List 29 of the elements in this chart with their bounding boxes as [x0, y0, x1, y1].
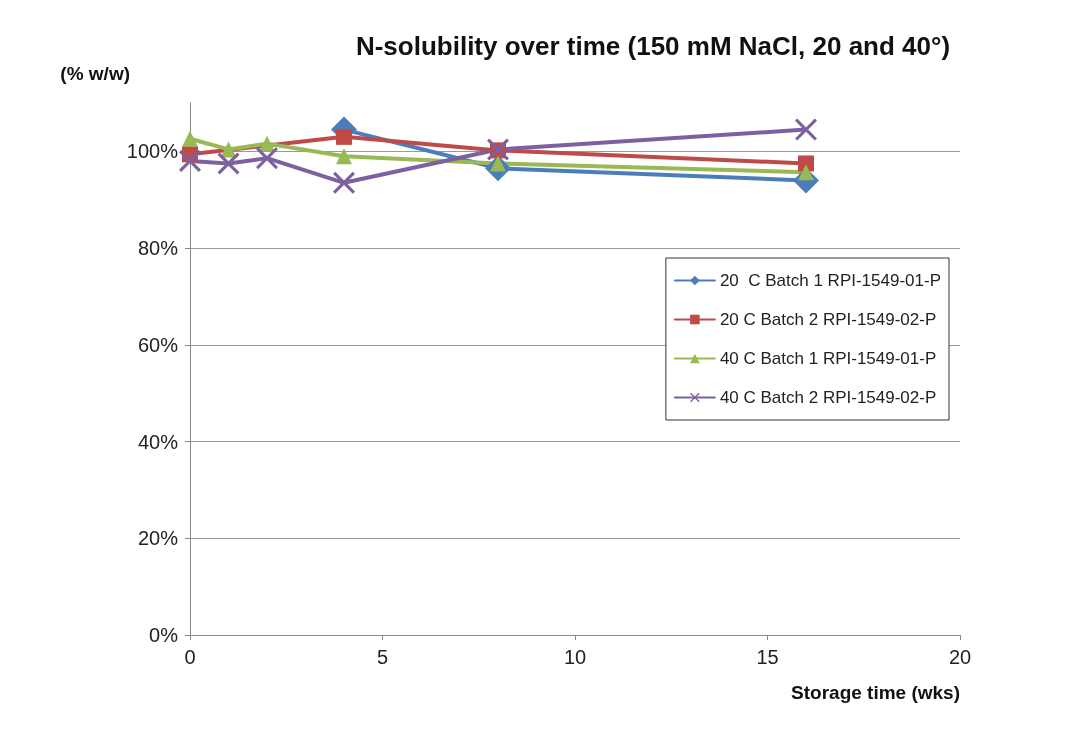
point [795, 118, 817, 141]
point [182, 130, 198, 147]
point [179, 150, 201, 173]
chart-title: N-solubility over time (150 mM NaCl, 20 and 40°) [355, 31, 951, 61]
y-tick-label: 80% [137, 237, 179, 260]
legend-label: 20 C Batch 1 RPI-1549-01-P [719, 271, 942, 290]
legend-label: 40 C Batch 1 RPI-1549-01-P [719, 349, 937, 368]
x-tick-label: 0 [184, 646, 196, 668]
y-tick-label: 60% [137, 333, 179, 356]
point [333, 171, 355, 194]
x-tick-label: 10 [563, 646, 587, 668]
legend-label: 20 C Batch 2 RPI-1549-02-P [719, 310, 937, 329]
y-tick-label: 0% [149, 624, 179, 646]
y-tick-label: 100% [126, 140, 179, 163]
point [220, 141, 237, 158]
point [217, 152, 240, 175]
legend-label: 40 C Batch 2 RPI-1549-02-P [719, 388, 937, 407]
y-axis-title: (% w/w) [60, 63, 130, 84]
point [256, 147, 278, 170]
y-tick-label: 40% [137, 430, 179, 453]
point [336, 148, 352, 165]
point [336, 128, 352, 145]
x-tick-label: 5 [376, 646, 389, 668]
x-axis-title: Storage time (wks) [791, 682, 960, 703]
y-tick-label: 20% [137, 527, 179, 550]
x-tick-label: 15 [756, 646, 779, 668]
x-tick-label: 20 [948, 646, 972, 668]
point [798, 155, 814, 172]
point [798, 164, 814, 181]
